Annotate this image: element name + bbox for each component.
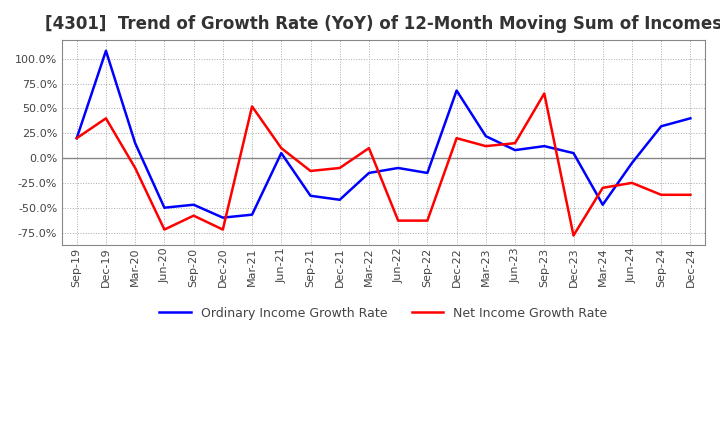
Ordinary Income Growth Rate xyxy=(189,202,198,207)
Legend: Ordinary Income Growth Rate, Net Income Growth Rate: Ordinary Income Growth Rate, Net Income … xyxy=(155,302,613,325)
Net Income Growth Rate xyxy=(452,136,461,141)
Net Income Growth Rate xyxy=(189,213,198,218)
Ordinary Income Growth Rate xyxy=(248,212,256,217)
Net Income Growth Rate xyxy=(482,143,490,149)
Net Income Growth Rate xyxy=(510,140,519,146)
Net Income Growth Rate xyxy=(306,169,315,174)
Ordinary Income Growth Rate xyxy=(423,170,432,176)
Net Income Growth Rate xyxy=(131,165,140,171)
Line: Ordinary Income Growth Rate: Ordinary Income Growth Rate xyxy=(77,51,690,218)
Ordinary Income Growth Rate xyxy=(306,193,315,198)
Ordinary Income Growth Rate xyxy=(73,136,81,141)
Net Income Growth Rate xyxy=(394,218,402,223)
Ordinary Income Growth Rate xyxy=(598,202,607,207)
Net Income Growth Rate xyxy=(628,180,636,186)
Ordinary Income Growth Rate xyxy=(218,215,227,220)
Net Income Growth Rate xyxy=(218,227,227,232)
Net Income Growth Rate xyxy=(423,218,432,223)
Net Income Growth Rate xyxy=(336,165,344,171)
Net Income Growth Rate xyxy=(570,233,578,238)
Net Income Growth Rate xyxy=(364,146,373,151)
Ordinary Income Growth Rate xyxy=(277,150,286,156)
Ordinary Income Growth Rate xyxy=(336,197,344,202)
Ordinary Income Growth Rate xyxy=(452,88,461,93)
Line: Net Income Growth Rate: Net Income Growth Rate xyxy=(77,93,690,235)
Ordinary Income Growth Rate xyxy=(394,165,402,171)
Title: [4301]  Trend of Growth Rate (YoY) of 12-Month Moving Sum of Incomes: [4301] Trend of Growth Rate (YoY) of 12-… xyxy=(45,15,720,33)
Net Income Growth Rate xyxy=(598,185,607,191)
Ordinary Income Growth Rate xyxy=(482,134,490,139)
Net Income Growth Rate xyxy=(540,91,549,96)
Ordinary Income Growth Rate xyxy=(160,205,168,210)
Ordinary Income Growth Rate xyxy=(364,170,373,176)
Net Income Growth Rate xyxy=(102,116,110,121)
Ordinary Income Growth Rate xyxy=(510,147,519,153)
Ordinary Income Growth Rate xyxy=(686,116,695,121)
Ordinary Income Growth Rate xyxy=(570,150,578,156)
Net Income Growth Rate xyxy=(277,146,286,151)
Net Income Growth Rate xyxy=(657,192,665,198)
Ordinary Income Growth Rate xyxy=(102,48,110,53)
Ordinary Income Growth Rate xyxy=(131,140,140,146)
Net Income Growth Rate xyxy=(686,192,695,198)
Ordinary Income Growth Rate xyxy=(540,143,549,149)
Net Income Growth Rate xyxy=(248,104,256,109)
Ordinary Income Growth Rate xyxy=(657,124,665,129)
Net Income Growth Rate xyxy=(73,136,81,141)
Net Income Growth Rate xyxy=(160,227,168,232)
Ordinary Income Growth Rate xyxy=(628,160,636,165)
